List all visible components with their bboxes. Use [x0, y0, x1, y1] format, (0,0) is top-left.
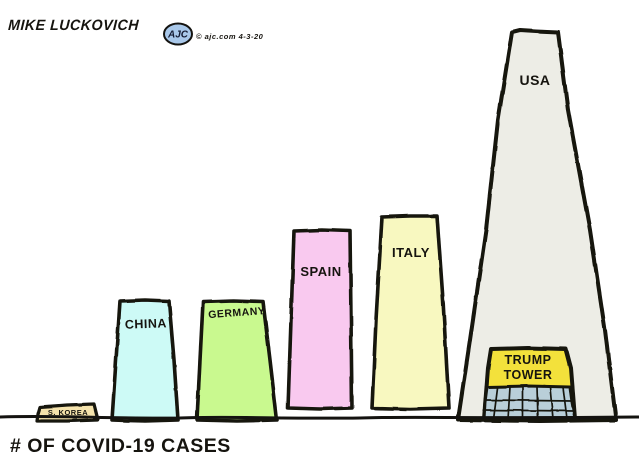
svg-text:© ajc.com 4-3-20: © ajc.com 4-3-20: [196, 32, 264, 41]
svg-text:# OF COVID-19 CASES: # OF COVID-19 CASES: [10, 435, 231, 457]
svg-text:TOWER: TOWER: [504, 368, 553, 382]
svg-text:AJC: AJC: [167, 30, 189, 41]
svg-text:CHINA: CHINA: [125, 316, 168, 331]
svg-text:MIKE LUCKOVICH: MIKE LUCKOVICH: [8, 18, 140, 34]
svg-text:SPAIN: SPAIN: [300, 264, 341, 279]
svg-text:TRUMP: TRUMP: [505, 353, 552, 367]
svg-text:USA: USA: [519, 72, 550, 88]
svg-text:ITALY: ITALY: [392, 245, 430, 260]
svg-text:S. KOREA: S. KOREA: [48, 408, 88, 417]
